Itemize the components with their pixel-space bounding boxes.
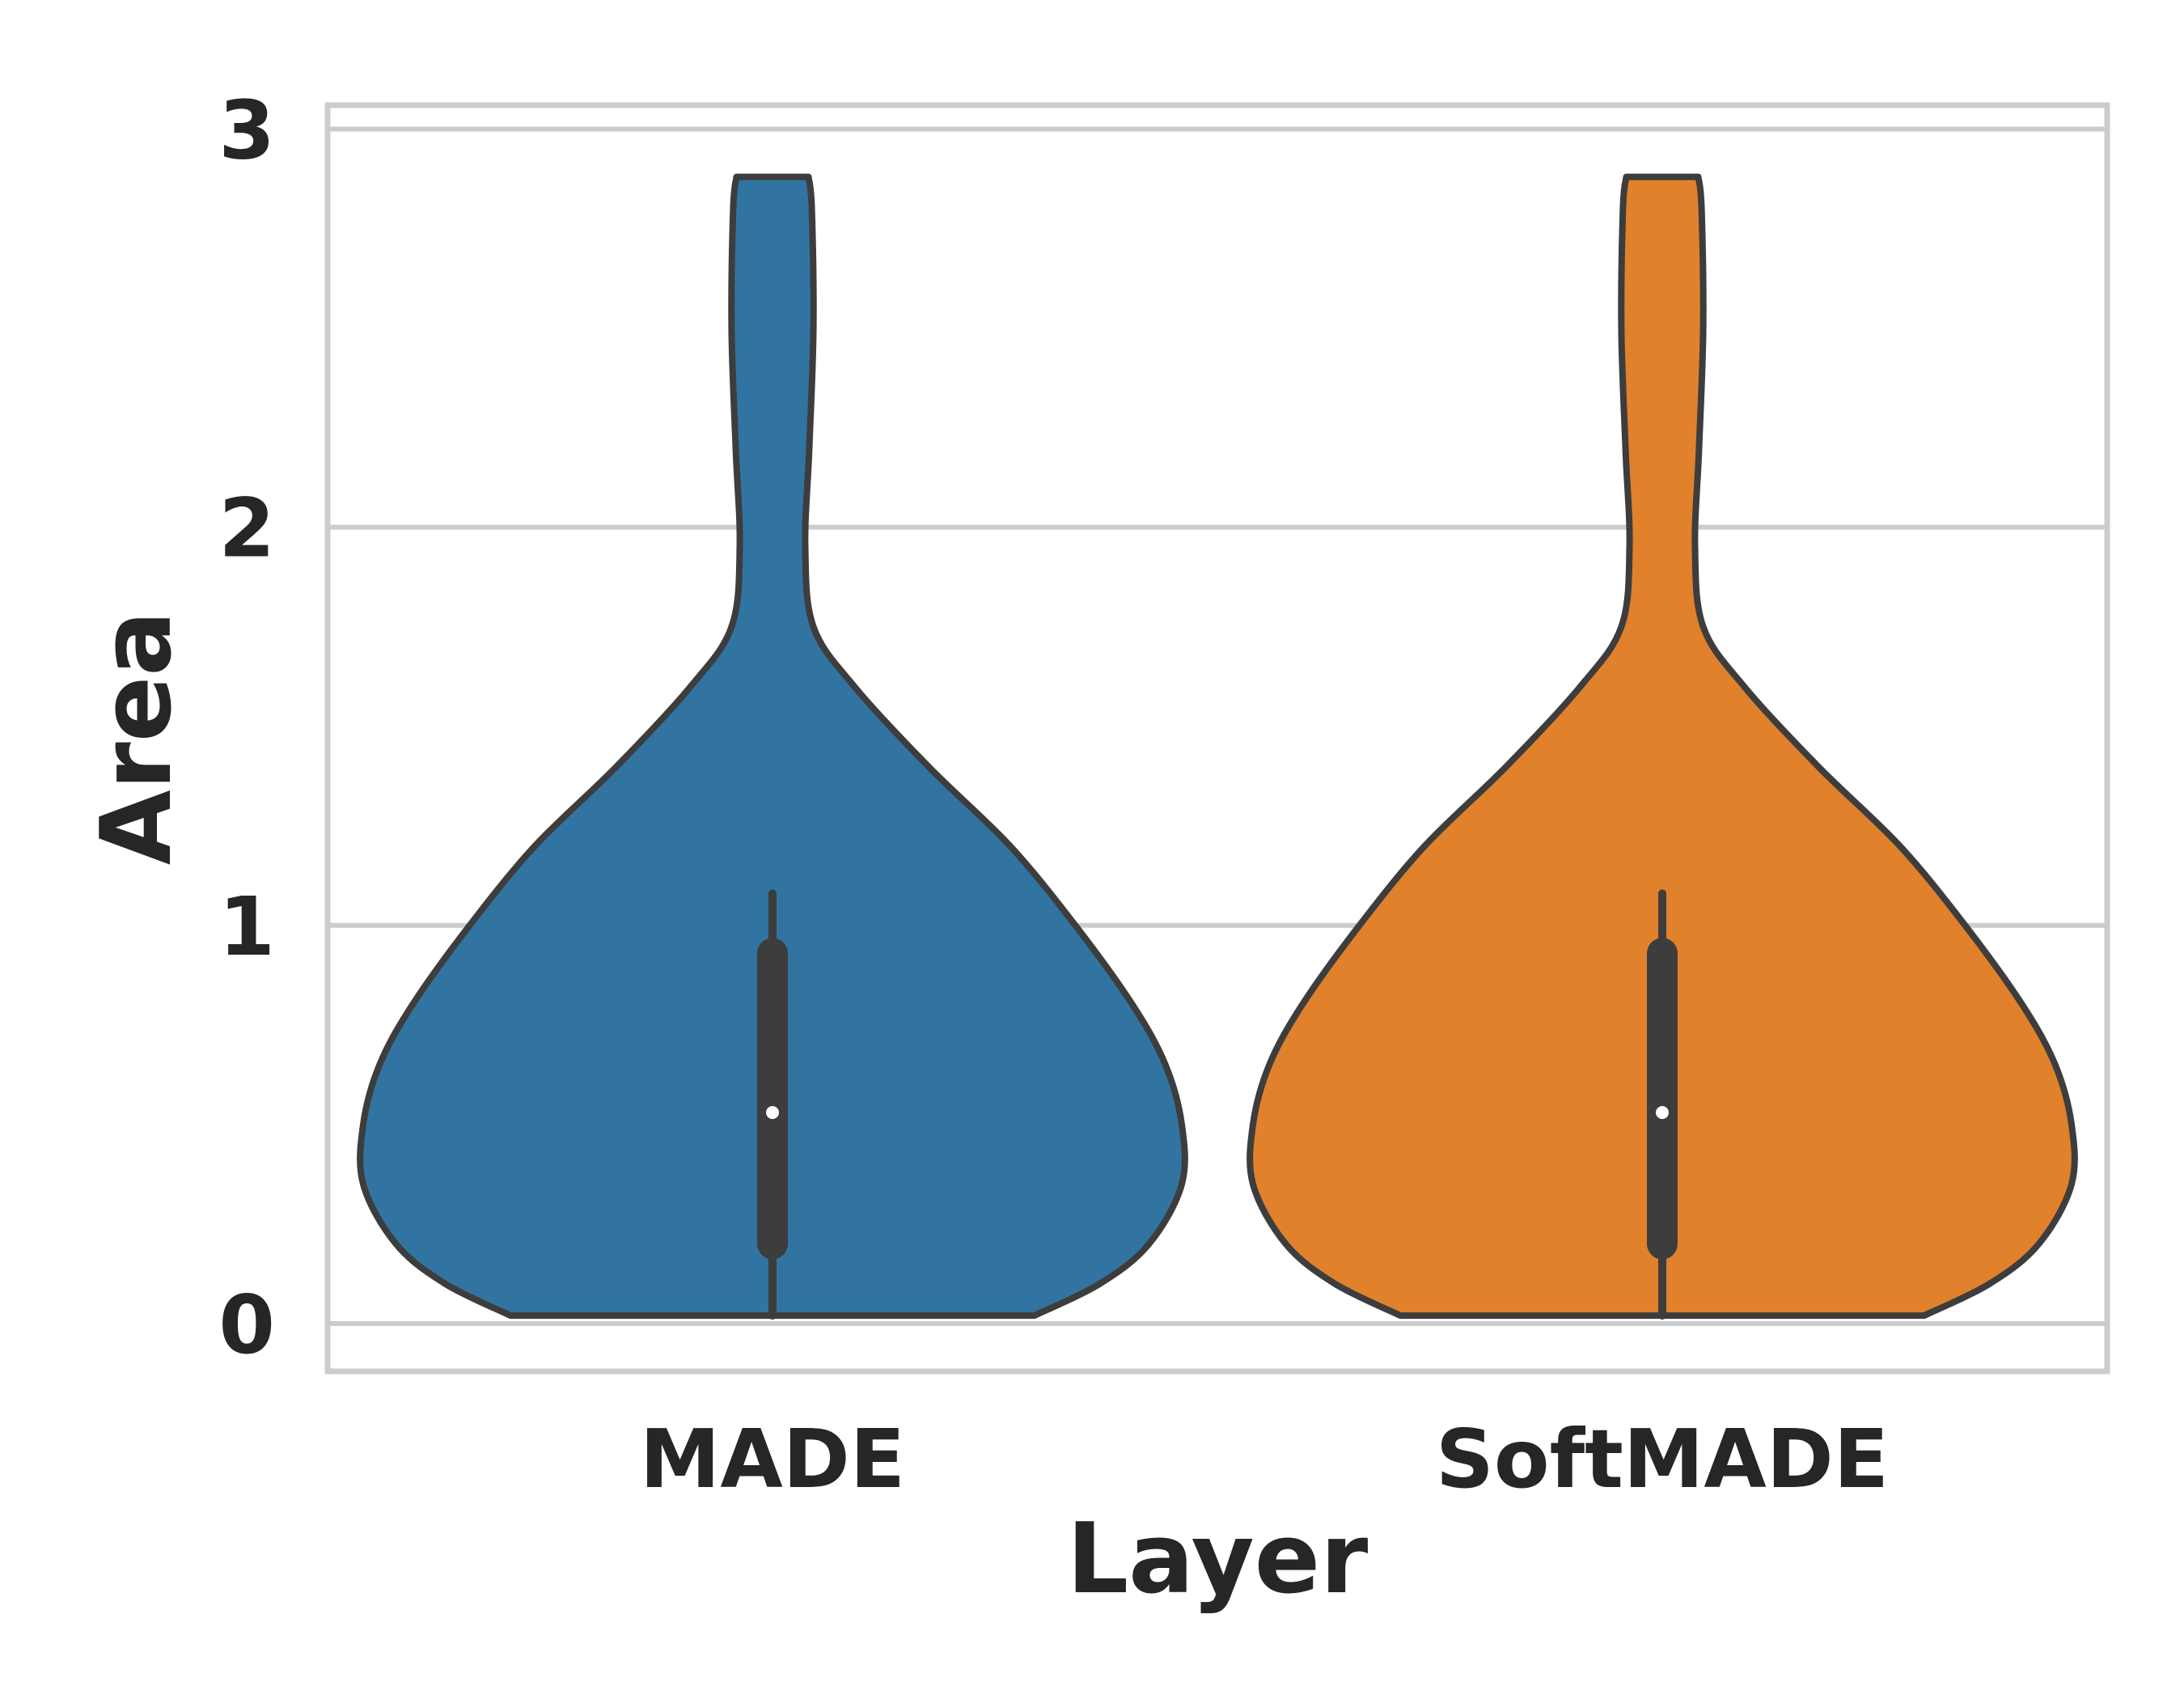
median-point-made <box>766 1106 779 1120</box>
plot-frame <box>324 102 2110 1375</box>
median-point-softmade <box>1656 1106 1669 1120</box>
violin-made <box>357 173 1188 1320</box>
x-tick-label-made: MADE <box>640 1412 905 1506</box>
violin-body-made <box>357 173 1188 1320</box>
violins <box>357 173 2078 1320</box>
y-tick-label-0: 0 <box>218 1277 275 1372</box>
y-tick-label-2: 2 <box>218 481 275 576</box>
violin-body-softmade <box>1246 173 2078 1320</box>
y-axis-label: Area <box>81 611 193 865</box>
x-axis-label: Layer <box>1067 1503 1369 1616</box>
y-tick-label-3: 3 <box>218 83 275 178</box>
violin-softmade <box>1246 173 2078 1320</box>
y-tick-labels: 0 1 2 3 <box>218 83 275 1372</box>
x-tick-label-softmade: SoftMADE <box>1436 1412 1889 1506</box>
y-tick-label-1: 1 <box>218 879 275 974</box>
x-tick-labels: MADE SoftMADE <box>640 1412 1889 1506</box>
